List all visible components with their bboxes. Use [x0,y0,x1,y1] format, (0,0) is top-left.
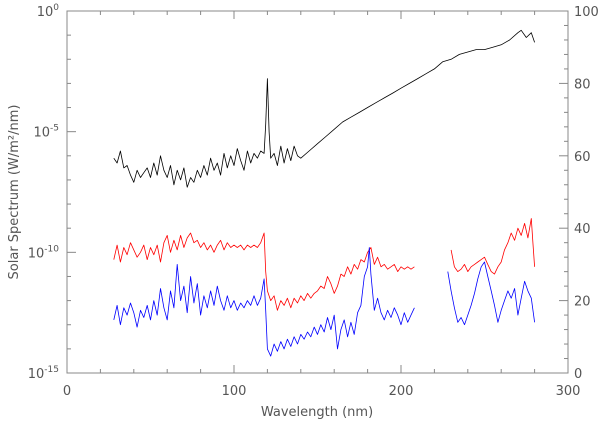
y-tick-label-right: 0 [574,367,582,382]
x-tick-label: 300 [556,384,581,399]
y-tick-label-right: 80 [574,77,591,92]
y-axis-label-left: Solar Spectrum (W/m²/nm) [7,105,22,280]
series-line-2 [113,218,535,311]
y-tick-label-left: 10-5 [33,124,59,141]
y-tick-label-right: 20 [574,295,591,310]
y-tick-label-left: 10-15 [28,365,59,382]
y-tick-label-right: 60 [574,150,591,165]
y-tick-label-right: 100 [574,5,599,20]
x-axis-label: Wavelength (nm) [261,405,373,420]
series-layer [113,29,535,357]
axis-tick-labels: 0 100 200 300 10-15 10-10 10-5 100 0 20 40 60 80 100 [28,3,599,399]
x-tick-label: 200 [389,384,414,399]
y-tick-label-left: 10-10 [28,244,60,261]
y-tick-label-right: 40 [574,222,591,237]
x-tick-label: 100 [222,384,247,399]
series-line-1 [113,29,535,188]
axis-ticks [66,10,569,374]
series-line-3 [113,247,535,357]
y-tick-label-left: 100 [37,3,60,20]
plot-frame [66,10,569,374]
x-tick-label: 0 [63,384,71,399]
